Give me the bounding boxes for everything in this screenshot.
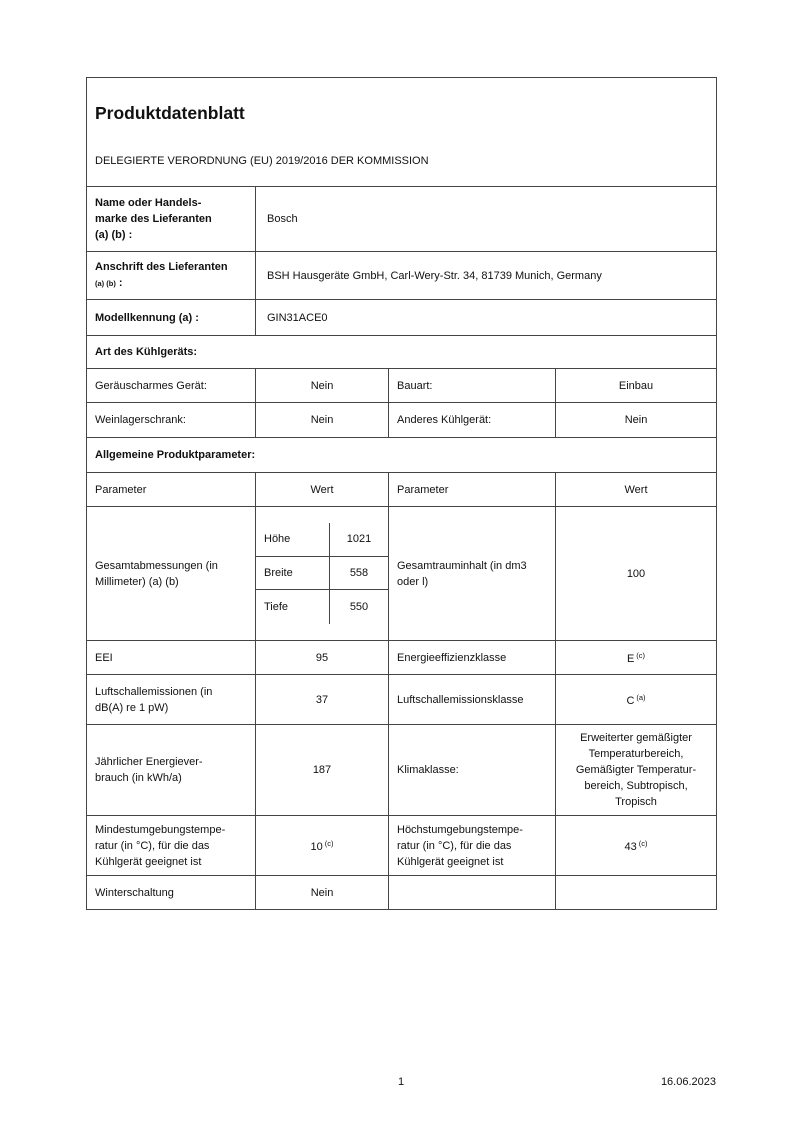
- footnote-marker: (c): [636, 651, 646, 660]
- param-label: Winterschaltung: [86, 875, 256, 910]
- table-row: Winterschaltung Nein: [86, 875, 717, 910]
- param-label: Mindestumgebungstempe- ratur (in °C), fü…: [86, 815, 256, 876]
- param-label: Geräuscharmes Gerät:: [86, 368, 256, 403]
- page-title: Produktdatenblatt: [95, 103, 245, 123]
- param-label: Luftschallemissionen (in dB(A) re 1 pW): [86, 674, 256, 725]
- param-label: Klimaklasse:: [388, 724, 556, 816]
- param-value: E (c): [555, 640, 717, 675]
- column-header-wert: Wert: [555, 472, 717, 507]
- param-label: Jährlicher Energiever- brauch (in kWh/a): [86, 724, 256, 816]
- table-row: Weinlagerschrank: Nein Anderes Kühlgerät…: [86, 402, 717, 438]
- param-value: 43 (c): [555, 815, 717, 876]
- param-label: Anderes Kühlgerät:: [388, 402, 556, 438]
- param-value: 95: [255, 640, 389, 675]
- param-value: 187: [255, 724, 389, 816]
- param-label: Weinlagerschrank:: [86, 402, 256, 438]
- dim-width-label: Breite: [256, 556, 330, 591]
- volume-value: 100: [555, 506, 717, 641]
- model-label: Modellkennung (a) :: [86, 299, 256, 336]
- supplier-address-label: Anschrift des Lieferanten (a) (b):: [86, 251, 256, 300]
- table-row: Jährlicher Energiever- brauch (in kWh/a)…: [86, 724, 717, 816]
- dim-height-value: 1021: [330, 523, 388, 557]
- dimensions-label: Gesamtabmessungen (in Millimeter) (a) (b…: [86, 506, 256, 641]
- footnote-marker: (a): [636, 693, 646, 702]
- column-header-parameter: Parameter: [388, 472, 556, 507]
- page-number: 1: [397, 1076, 405, 1088]
- param-value: Nein: [255, 875, 389, 910]
- param-value: Nein: [555, 402, 717, 438]
- footnote-marker: (c): [638, 839, 648, 848]
- type-section-header-row: Art des Kühlgeräts:: [86, 335, 717, 369]
- param-value: Nein: [255, 402, 389, 438]
- title-block: Produktdatenblatt DELEGIERTE VERORDNUNG …: [86, 77, 717, 187]
- supplier-name-value: Bosch: [255, 186, 717, 252]
- table-row: EEI 95 Energieeffizienzklasse E (c): [86, 640, 717, 675]
- table-row: Geräuscharmes Gerät: Nein Bauart: Einbau: [86, 368, 717, 403]
- param-label: Energieeffizienzklasse: [388, 640, 556, 675]
- dim-depth-value: 550: [349, 601, 369, 614]
- parameters-section-header: Allgemeine Produktparameter:: [86, 437, 717, 473]
- param-value: Nein: [255, 368, 389, 403]
- type-section-header: Art des Kühlgeräts:: [86, 335, 717, 369]
- table-row: Luftschallemissionen (in dB(A) re 1 pW) …: [86, 674, 717, 725]
- parameters-section-header-row: Allgemeine Produktparameter:: [86, 437, 717, 473]
- param-value: Erweiterter gemäßigter Temperaturbereich…: [555, 724, 717, 816]
- supplier-address-row: Anschrift des Lieferanten (a) (b): BSH Ha…: [86, 251, 717, 300]
- footnote-marker: (a) (b): [95, 279, 116, 288]
- dim-width-value: 558: [330, 557, 388, 591]
- dim-depth-label: Tiefe: [257, 590, 330, 624]
- param-label: Bauart:: [388, 368, 556, 403]
- param-label: Höchstumgebungstempe- ratur (in °C), für…: [388, 815, 556, 876]
- dimensions-row: Gesamtabmessungen (in Millimeter) (a) (b…: [86, 506, 717, 641]
- supplier-address-value: BSH Hausgeräte GmbH, Carl-Wery-Str. 34, …: [255, 251, 717, 300]
- supplier-name-row: Name oder Handels- marke des Lieferanten…: [86, 186, 717, 252]
- footnote-marker: (c): [324, 839, 334, 848]
- param-value: Einbau: [555, 368, 717, 403]
- param-value: 37: [255, 674, 389, 725]
- column-header-parameter: Parameter: [86, 472, 256, 507]
- column-header-wert: Wert: [255, 472, 389, 507]
- supplier-name-label: Name oder Handels- marke des Lieferanten…: [86, 186, 256, 252]
- product-datasheet-table: Produktdatenblatt DELEGIERTE VERORDNUNG …: [86, 77, 717, 910]
- footer-date: 16.06.2023: [660, 1076, 716, 1088]
- volume-label: Gesamtrauminhalt (in dm3 oder l): [388, 506, 556, 641]
- param-value: 10 (c): [255, 815, 389, 876]
- model-value: GIN31ACE0: [255, 299, 717, 336]
- param-label: Luftschallemissionsklasse: [388, 674, 556, 725]
- dim-height-label: Höhe: [256, 523, 330, 557]
- dimensions-subtable: Höhe 1021 Breite 558 Tiefe 550: [255, 506, 389, 641]
- table-row: Mindestumgebungstempe- ratur (in °C), fü…: [86, 815, 717, 876]
- param-label: EEI: [86, 640, 256, 675]
- regulation-subtitle: DELEGIERTE VERORDNUNG (EU) 2019/2016 DER…: [95, 155, 429, 167]
- param-label: [388, 875, 556, 910]
- param-value: [555, 875, 717, 910]
- model-row: Modellkennung (a) : GIN31ACE0: [86, 299, 717, 336]
- column-header-row: Parameter Wert Parameter Wert: [86, 472, 717, 507]
- param-value: C (a): [555, 674, 717, 725]
